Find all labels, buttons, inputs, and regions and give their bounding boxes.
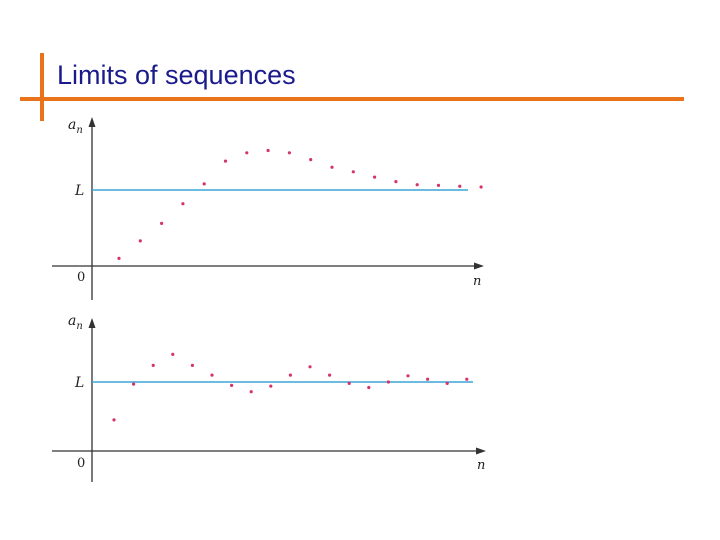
sequence-point	[479, 185, 483, 189]
sequence-point	[171, 352, 175, 356]
graph-converging-monotone: an L 0 n	[52, 117, 484, 300]
sequence-points	[117, 148, 483, 260]
sequence-point	[210, 373, 214, 377]
y-axis-label: an	[68, 313, 83, 332]
sequence-point	[288, 373, 292, 377]
title-underline	[20, 97, 684, 101]
sequence-point	[287, 151, 291, 155]
sequence-point	[445, 381, 449, 385]
sequence-point	[190, 363, 194, 367]
sequence-point	[373, 175, 377, 179]
y-axis-arrow	[88, 117, 96, 127]
sequence-point	[309, 158, 313, 162]
sequence-point	[117, 256, 121, 260]
y-axis-arrow	[88, 318, 96, 328]
sequence-point	[328, 373, 332, 377]
sequence-point	[351, 170, 355, 174]
sequence-point	[138, 239, 142, 243]
sequence-point	[112, 418, 116, 422]
x-axis-label: n	[477, 458, 485, 473]
sequence-point	[269, 384, 273, 388]
x-axis-arrow	[476, 447, 486, 455]
limit-label: L	[74, 375, 84, 391]
x-axis-arrow	[474, 262, 484, 270]
sequence-point	[308, 365, 312, 369]
sequence-point	[394, 180, 398, 184]
sequence-point	[406, 374, 410, 378]
sequence-point	[202, 182, 206, 186]
sequence-point	[347, 381, 351, 385]
sequence-point	[386, 380, 390, 384]
x-axis-label: n	[473, 274, 481, 289]
sequence-point	[330, 165, 334, 169]
sequence-point	[230, 383, 234, 387]
sequence-points	[112, 352, 469, 422]
y-axis-label: an	[68, 117, 83, 136]
sequence-point	[132, 382, 136, 386]
sequence-point	[245, 151, 249, 155]
slide-title: Limits of sequences	[57, 60, 296, 90]
sequence-point	[266, 148, 270, 153]
origin-label: 0	[77, 456, 85, 471]
limit-label: L	[74, 183, 84, 199]
sequence-point	[426, 377, 430, 381]
sequence-point	[223, 159, 228, 163]
sequence-point	[367, 385, 371, 390]
sequence-point	[465, 377, 469, 381]
sequence-point	[415, 183, 419, 187]
graph-converging-oscillating: an L 0 n	[52, 313, 486, 482]
sequence-point	[249, 390, 253, 394]
sequence-point	[160, 221, 164, 225]
sequence-point	[436, 183, 441, 187]
title-accent-bar	[40, 53, 44, 121]
origin-label: 0	[77, 270, 85, 285]
sequence-point	[458, 184, 462, 188]
sequence-point	[181, 202, 185, 206]
sequence-point	[151, 363, 155, 367]
